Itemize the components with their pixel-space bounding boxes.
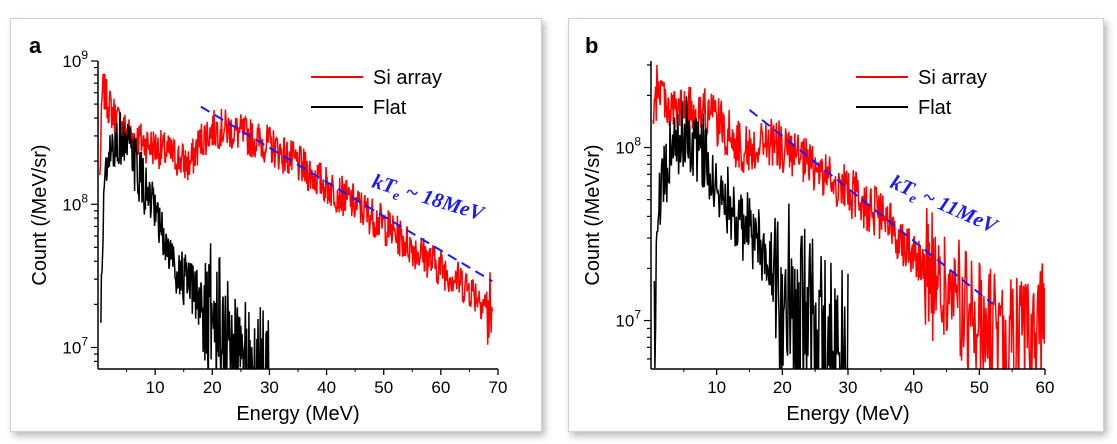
- x-tick-label: 70: [489, 378, 508, 397]
- y-axis-title: Count (/MeV/sr): [582, 144, 604, 285]
- legend-label-si-array: Si array: [373, 67, 442, 89]
- x-tick-label: 20: [203, 378, 222, 397]
- fit-line: [200, 105, 493, 283]
- x-tick-label: 10: [146, 378, 165, 397]
- series-si-array-line: [652, 64, 1045, 369]
- x-tick-label: 60: [431, 378, 450, 397]
- temperature-annotation: kTe ~ 18MeV: [368, 169, 488, 230]
- y-tick-label: 109: [62, 48, 88, 71]
- y-tick-label: 108: [615, 135, 641, 158]
- panel-label: a: [29, 33, 42, 58]
- x-tick-label: 20: [773, 378, 792, 397]
- x-tick-label: 10: [707, 378, 726, 397]
- panel-a: 10 20 30 40 50 60 70 107 108 109 Energy (MeV) Count…: [10, 18, 542, 432]
- x-tick-label: 40: [904, 378, 923, 397]
- legend-label-si-array: Si array: [918, 67, 987, 89]
- y-tick-label: 107: [615, 308, 641, 331]
- fit-line: [748, 109, 994, 305]
- series-flat-line: [653, 96, 849, 369]
- y-tick-label: 108: [62, 191, 88, 214]
- x-tick-label: 40: [317, 378, 336, 397]
- x-axis-title: Energy (MeV): [786, 403, 909, 425]
- x-tick-label: 30: [260, 378, 279, 397]
- x-axis-title: Energy (MeV): [236, 403, 359, 425]
- x-tick-label: 60: [1036, 378, 1055, 397]
- x-tick-label: 50: [374, 378, 393, 397]
- series-si-array-line: [98, 73, 494, 345]
- y-tick-label: 107: [62, 335, 88, 358]
- panel-b: 10 20 30 40 50 60 107 108 Energy (MeV) Count (/Me…: [568, 18, 1104, 432]
- chart-b: 10 20 30 40 50 60 107 108 Energy (MeV) Count (/Me…: [582, 33, 1055, 425]
- panel-label: b: [585, 33, 598, 58]
- series-flat-line: [100, 112, 270, 369]
- legend-label-flat: Flat: [918, 97, 952, 119]
- x-tick-label: 30: [839, 378, 858, 397]
- legend-label-flat: Flat: [373, 97, 407, 119]
- y-axis-title: Count (/MeV/sr): [29, 144, 51, 285]
- chart-a: 10 20 30 40 50 60 70 107 108 109 Energy (MeV) Count…: [29, 33, 508, 425]
- x-tick-label: 50: [970, 378, 989, 397]
